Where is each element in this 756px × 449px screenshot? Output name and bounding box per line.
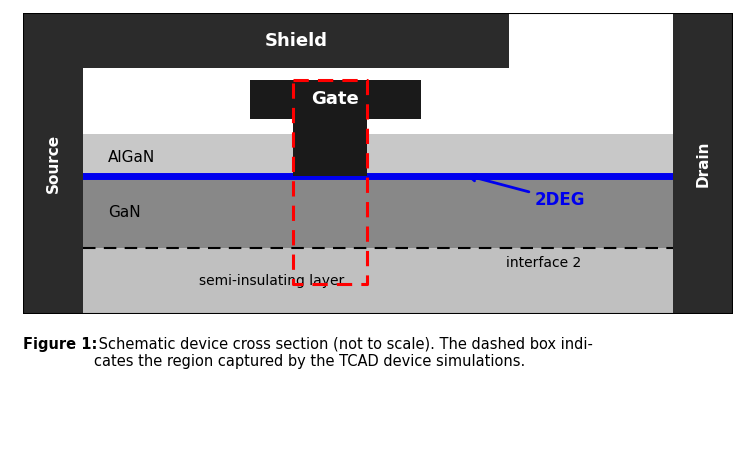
Text: Gate: Gate: [311, 90, 359, 108]
Bar: [83, 134, 673, 176]
Text: Drain: Drain: [696, 141, 711, 187]
Bar: [83, 248, 673, 314]
Text: AlGaN: AlGaN: [108, 150, 155, 165]
Text: Shield: Shield: [265, 31, 328, 49]
Text: Schematic device cross section (not to scale). The dashed box indi-
cates the re: Schematic device cross section (not to s…: [94, 337, 593, 369]
Text: Figure 1:: Figure 1:: [23, 337, 97, 352]
Text: GaN: GaN: [108, 204, 141, 220]
Text: Source: Source: [45, 134, 60, 194]
Bar: [23, 13, 83, 314]
Bar: [83, 176, 673, 248]
Bar: [83, 13, 510, 68]
Text: 2DEG: 2DEG: [469, 174, 585, 209]
Text: interface 2: interface 2: [506, 256, 581, 270]
Bar: [293, 119, 367, 176]
Bar: [83, 68, 673, 134]
Text: semi-insulating layer: semi-insulating layer: [199, 274, 344, 288]
Bar: [673, 13, 733, 314]
Bar: [250, 79, 420, 119]
